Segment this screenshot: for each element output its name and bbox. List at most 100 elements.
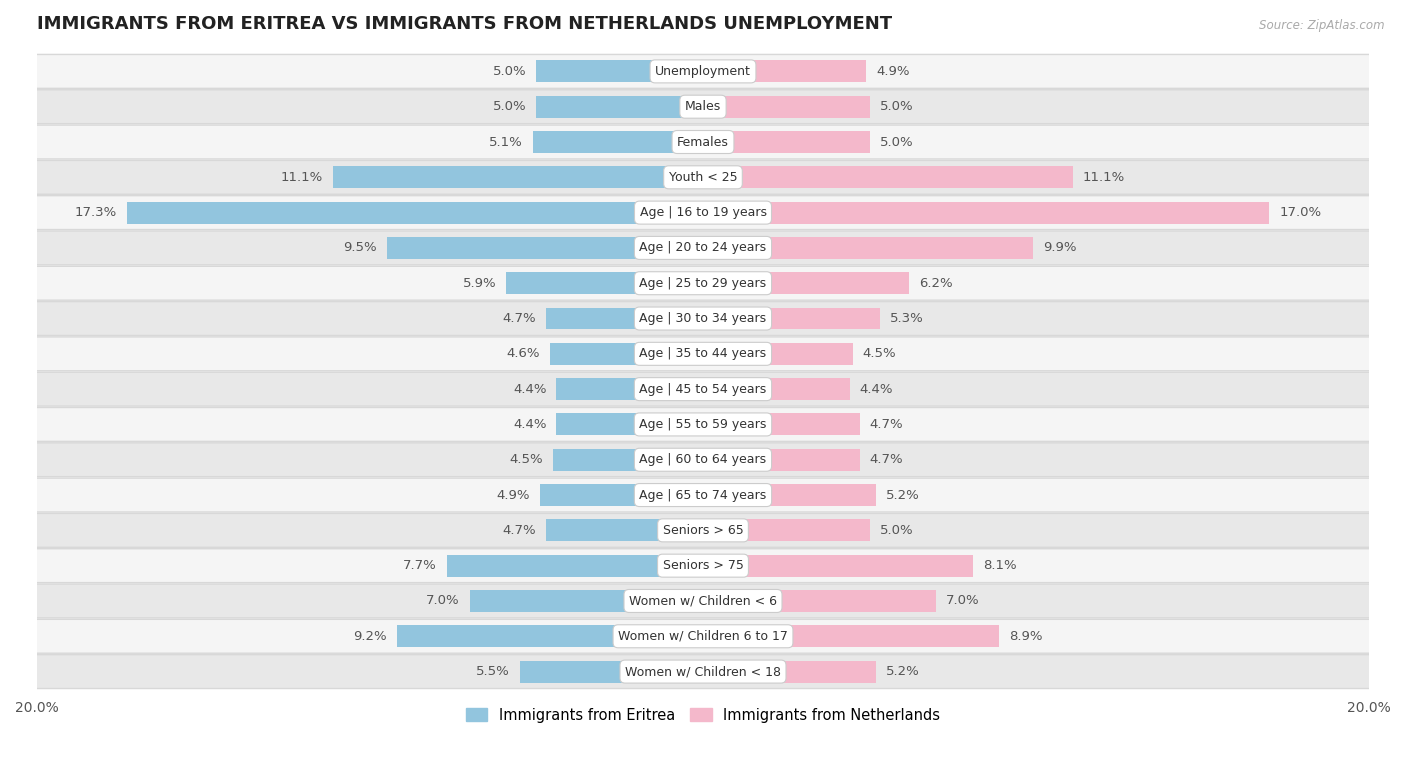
FancyBboxPatch shape <box>37 656 1369 688</box>
Bar <box>447 555 703 577</box>
Text: Women w/ Children < 6: Women w/ Children < 6 <box>628 594 778 607</box>
Text: Age | 60 to 64 years: Age | 60 to 64 years <box>640 453 766 466</box>
Text: Females: Females <box>678 136 728 148</box>
Bar <box>553 449 703 471</box>
Text: 6.2%: 6.2% <box>920 277 953 290</box>
Bar <box>703 167 1073 188</box>
FancyBboxPatch shape <box>37 232 1369 264</box>
FancyBboxPatch shape <box>37 584 1369 617</box>
Text: Youth < 25: Youth < 25 <box>669 171 737 184</box>
Text: Age | 55 to 59 years: Age | 55 to 59 years <box>640 418 766 431</box>
FancyBboxPatch shape <box>37 550 1369 582</box>
Text: 4.5%: 4.5% <box>863 347 897 360</box>
Text: 5.1%: 5.1% <box>489 136 523 148</box>
FancyBboxPatch shape <box>37 654 1369 689</box>
FancyBboxPatch shape <box>37 302 1369 335</box>
Text: 5.0%: 5.0% <box>494 100 526 114</box>
Text: 5.0%: 5.0% <box>880 100 912 114</box>
FancyBboxPatch shape <box>37 514 1369 547</box>
Text: Age | 45 to 54 years: Age | 45 to 54 years <box>640 382 766 396</box>
Bar <box>703 661 876 683</box>
Text: Seniors > 75: Seniors > 75 <box>662 559 744 572</box>
Text: Males: Males <box>685 100 721 114</box>
Text: Age | 20 to 24 years: Age | 20 to 24 years <box>640 241 766 254</box>
Text: 4.4%: 4.4% <box>513 382 547 396</box>
FancyBboxPatch shape <box>37 89 1369 124</box>
Bar <box>703 201 1270 223</box>
Text: 4.9%: 4.9% <box>876 65 910 78</box>
Text: 5.2%: 5.2% <box>886 488 920 502</box>
FancyBboxPatch shape <box>37 126 1369 158</box>
FancyBboxPatch shape <box>37 373 1369 406</box>
Bar <box>703 95 869 117</box>
FancyBboxPatch shape <box>37 618 1369 654</box>
Bar <box>506 273 703 294</box>
Bar <box>387 237 703 259</box>
FancyBboxPatch shape <box>37 195 1369 230</box>
Text: Age | 35 to 44 years: Age | 35 to 44 years <box>640 347 766 360</box>
FancyBboxPatch shape <box>37 336 1369 372</box>
FancyBboxPatch shape <box>37 548 1369 584</box>
Bar <box>703 378 849 400</box>
Text: 4.4%: 4.4% <box>859 382 893 396</box>
Bar <box>396 625 703 647</box>
FancyBboxPatch shape <box>37 479 1369 511</box>
Bar <box>703 273 910 294</box>
Text: Age | 30 to 34 years: Age | 30 to 34 years <box>640 312 766 325</box>
Text: 9.2%: 9.2% <box>353 630 387 643</box>
Text: 5.3%: 5.3% <box>890 312 924 325</box>
Bar <box>557 378 703 400</box>
Bar <box>703 343 853 365</box>
Text: 4.7%: 4.7% <box>869 418 903 431</box>
Text: 4.6%: 4.6% <box>506 347 540 360</box>
FancyBboxPatch shape <box>37 338 1369 370</box>
FancyBboxPatch shape <box>37 478 1369 512</box>
FancyBboxPatch shape <box>37 372 1369 407</box>
Text: 7.0%: 7.0% <box>946 594 980 607</box>
Bar <box>557 413 703 435</box>
Bar <box>703 555 973 577</box>
Bar <box>333 167 703 188</box>
Legend: Immigrants from Eritrea, Immigrants from Netherlands: Immigrants from Eritrea, Immigrants from… <box>465 708 941 723</box>
Bar <box>547 519 703 541</box>
FancyBboxPatch shape <box>37 266 1369 301</box>
Text: 4.9%: 4.9% <box>496 488 530 502</box>
Bar <box>703 519 869 541</box>
FancyBboxPatch shape <box>37 444 1369 476</box>
FancyBboxPatch shape <box>37 230 1369 266</box>
Text: 17.3%: 17.3% <box>75 206 117 219</box>
Text: Age | 25 to 29 years: Age | 25 to 29 years <box>640 277 766 290</box>
Text: 4.7%: 4.7% <box>503 524 537 537</box>
FancyBboxPatch shape <box>37 408 1369 441</box>
Bar <box>550 343 703 365</box>
Text: 17.0%: 17.0% <box>1279 206 1322 219</box>
Text: 8.1%: 8.1% <box>983 559 1017 572</box>
Bar <box>703 61 866 83</box>
Bar <box>703 131 869 153</box>
Text: Source: ZipAtlas.com: Source: ZipAtlas.com <box>1260 19 1385 32</box>
Text: 9.9%: 9.9% <box>1043 241 1076 254</box>
Bar <box>540 484 703 506</box>
Bar <box>470 590 703 612</box>
Text: 9.5%: 9.5% <box>343 241 377 254</box>
Text: 5.9%: 5.9% <box>463 277 496 290</box>
Text: Women w/ Children < 18: Women w/ Children < 18 <box>626 665 780 678</box>
FancyBboxPatch shape <box>37 620 1369 653</box>
Text: 4.5%: 4.5% <box>509 453 543 466</box>
Text: Age | 16 to 19 years: Age | 16 to 19 years <box>640 206 766 219</box>
Bar <box>703 413 859 435</box>
Text: 5.0%: 5.0% <box>880 524 912 537</box>
Bar <box>547 307 703 329</box>
Text: 4.7%: 4.7% <box>503 312 537 325</box>
Bar <box>703 484 876 506</box>
Text: 7.7%: 7.7% <box>402 559 436 572</box>
Bar <box>703 307 880 329</box>
Text: 4.7%: 4.7% <box>869 453 903 466</box>
Text: 7.0%: 7.0% <box>426 594 460 607</box>
FancyBboxPatch shape <box>37 442 1369 478</box>
Text: 11.1%: 11.1% <box>281 171 323 184</box>
Bar <box>703 625 1000 647</box>
FancyBboxPatch shape <box>37 512 1369 548</box>
Text: 5.2%: 5.2% <box>886 665 920 678</box>
Text: Women w/ Children 6 to 17: Women w/ Children 6 to 17 <box>619 630 787 643</box>
